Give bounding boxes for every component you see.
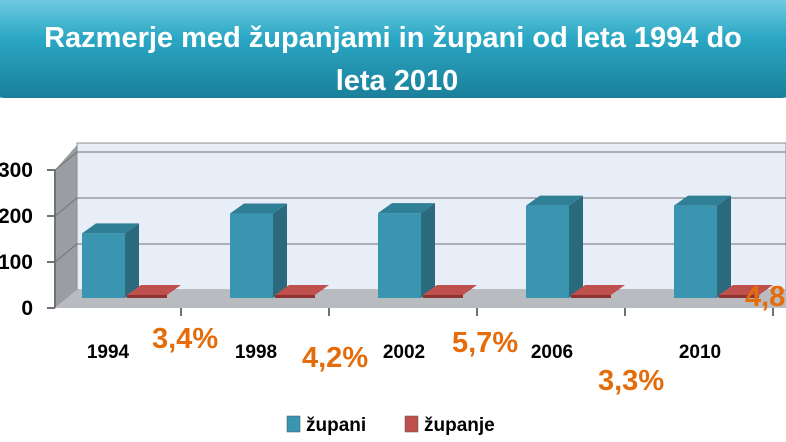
bar-zupani-top — [82, 223, 139, 234]
legend-label: županje — [424, 415, 495, 436]
y-tick-label: 0 — [21, 297, 33, 320]
bar-zupanje-top — [127, 285, 181, 295]
percent-annotation: 3,4% — [152, 323, 218, 355]
bar-zupanje-top — [571, 285, 625, 295]
percent-annotation: 4,8% — [745, 281, 786, 313]
percent-annotation: 5,7% — [452, 327, 518, 359]
chart-title-line1: Razmerje med županjami in župani od leta… — [44, 22, 742, 54]
bar-zupani-side — [569, 195, 583, 298]
title-banner — [0, 0, 786, 98]
bar-zupanje — [275, 295, 315, 298]
bar-zupani — [230, 213, 273, 298]
bar-zupani-side — [273, 203, 287, 298]
bar-zupanje — [571, 295, 611, 298]
bar-zupanje — [127, 295, 167, 298]
bar-zupani-top — [526, 195, 583, 206]
gridline-depth — [54, 151, 78, 171]
bar-zupani-top — [378, 203, 435, 214]
gridline-depth — [54, 243, 78, 263]
legend-label: župani — [306, 415, 366, 436]
bar-zupanje — [423, 295, 463, 298]
bar-zupanje — [719, 295, 759, 298]
bar-zupani-side — [125, 223, 139, 298]
legend-swatch — [404, 415, 419, 433]
y-tick-label: 300 — [0, 159, 33, 182]
percent-annotation: 4,2% — [302, 342, 368, 374]
bar-zupani — [526, 205, 569, 298]
y-tick-label: 100 — [0, 251, 33, 274]
side-wall — [55, 145, 77, 308]
percent-annotation: 3,3% — [598, 365, 664, 397]
bar-zupanje-top — [719, 285, 773, 295]
bar-zupani-top — [230, 203, 287, 214]
bar-zupani — [674, 205, 717, 298]
bar-zupani-side — [717, 195, 731, 298]
x-tick-label: 2006 — [531, 342, 573, 363]
bar-zupanje-top — [275, 285, 329, 295]
bar-zupanje-top — [423, 285, 477, 295]
bar-zupani — [378, 213, 421, 298]
x-tick-label: 2002 — [383, 342, 425, 363]
y-tick-label: 200 — [0, 205, 33, 228]
bar-zupani — [82, 233, 125, 298]
bar-zupani-side — [421, 203, 435, 298]
x-tick-label: 2010 — [679, 342, 721, 363]
gridline-depth — [54, 197, 78, 217]
x-tick-label: 1994 — [87, 342, 130, 363]
chart-title-line2: leta 2010 — [336, 65, 459, 97]
legend-swatch — [286, 415, 301, 433]
bar-zupani-top — [674, 195, 731, 206]
x-tick-label: 1998 — [235, 342, 277, 363]
